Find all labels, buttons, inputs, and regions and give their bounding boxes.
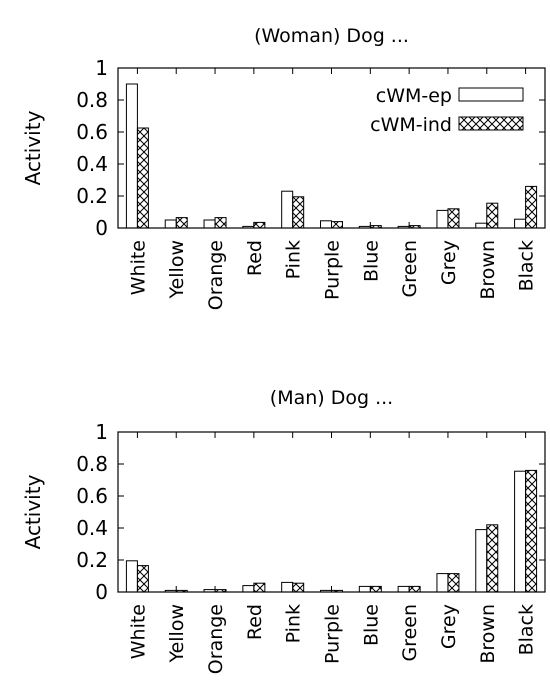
chart-panel-2: (Man) Dog ... Activity 0 0.2 0.4 0.6 0.8 1 White… <box>21 387 546 674</box>
bar-cwm-ep-pink <box>281 581 294 593</box>
bar-cwm-ind-white <box>136 127 149 229</box>
bar-cwm-ind-brown <box>486 524 499 593</box>
x-category-label: Pink <box>283 240 305 279</box>
y-tick-label: 0.6 <box>76 484 108 508</box>
bar-cwm-ind-blue <box>369 585 382 593</box>
bar-cwm-ep-black <box>514 218 527 229</box>
bar-cwm-ind-black <box>525 469 538 593</box>
y-axis-label: Activity <box>21 474 45 549</box>
legend: cWM-ep cWM-ind <box>370 85 524 136</box>
x-category-label: Green <box>399 240 421 298</box>
bar-cwm-ind-black <box>525 185 538 229</box>
chart-title: (Woman) Dog ... <box>254 25 409 47</box>
x-category-label: Purple <box>322 240 344 300</box>
bar-cwm-ind-grey <box>447 208 460 229</box>
bar-cwm-ind-yellow <box>175 217 188 229</box>
bar-cwm-ind-orange <box>214 217 227 229</box>
x-category-label: Yellow <box>166 240 188 300</box>
y-tick-label: 0 <box>95 580 108 604</box>
bar-cwm-ep-pink <box>281 190 294 229</box>
bar-cwm-ep-yellow <box>164 219 177 229</box>
chart-title: (Man) Dog ... <box>270 387 393 409</box>
y-tick-label: 0.2 <box>76 184 108 208</box>
x-category-label: Orange <box>205 240 227 310</box>
bar-cwm-ind-pink <box>292 196 305 229</box>
y-tick-label: 0.4 <box>76 516 108 540</box>
x-category-label: Orange <box>205 604 227 674</box>
x-category-label: Grey <box>438 604 460 649</box>
x-category-label: Pink <box>283 604 305 643</box>
bar-cwm-ep-orange <box>203 219 216 229</box>
y-tick-label: 1 <box>95 56 108 80</box>
y-tick-label: 0.8 <box>76 88 108 112</box>
y-tick-label: 0.4 <box>76 152 108 176</box>
x-category-label: Green <box>399 604 421 662</box>
x-category-label: Black <box>516 240 538 291</box>
legend-label: cWM-ep <box>376 85 452 107</box>
y-axis-label: Activity <box>21 110 45 185</box>
bar-cwm-ind-green <box>408 585 421 593</box>
x-category-label: Brown <box>477 604 499 664</box>
x-category-label: White <box>127 240 149 295</box>
x-category-label: Grey <box>438 240 460 285</box>
legend-swatch-2 <box>458 116 524 131</box>
bar-cwm-ep-grey <box>436 209 449 229</box>
y-tick-label: 1 <box>95 420 108 444</box>
bar-cwm-ep-black <box>514 470 527 593</box>
bar-cwm-ep-purple <box>320 220 332 229</box>
legend-swatch-1 <box>458 87 524 102</box>
legend-label: cWM-ind <box>370 114 452 136</box>
bar-cwm-ep-green <box>397 585 410 593</box>
bar-cwm-ind-red <box>253 582 266 593</box>
x-category-label: Blue <box>360 240 382 282</box>
bar-cwm-ep-brown <box>475 529 488 593</box>
bar-cwm-ep-brown <box>475 222 488 229</box>
x-category-label: Brown <box>477 240 499 300</box>
x-category-label: Blue <box>360 604 382 646</box>
bar-cwm-ind-white <box>136 565 149 593</box>
x-category-label: Black <box>516 604 538 655</box>
x-category-label: Red <box>244 604 266 640</box>
bar-cwm-ep-grey <box>436 573 449 593</box>
bar-cwm-ind-red <box>253 221 266 229</box>
bar-cwm-ind-pink <box>292 582 305 593</box>
x-category-label: Yellow <box>166 604 188 664</box>
bar-cwm-ind-purple <box>331 221 343 229</box>
x-category-label: White <box>127 604 149 659</box>
bar-cwm-ind-brown <box>486 202 499 229</box>
bar-cwm-ep-white <box>125 83 138 229</box>
bar-cwm-ep-red <box>242 585 255 593</box>
x-category-label: Purple <box>322 604 344 664</box>
y-tick-label: 0.2 <box>76 548 108 572</box>
chart-panel-1: (Woman) Dog ... Activity 0 0.2 0.4 0.6 0.8 1 Whi… <box>21 25 546 310</box>
plot-frame <box>117 67 546 229</box>
bar-cwm-ind-grey <box>447 573 460 593</box>
plot-frame <box>117 431 546 593</box>
bar-cwm-ep-white <box>125 560 138 593</box>
x-category-label: Red <box>244 240 266 276</box>
y-tick-label: 0.8 <box>76 452 108 476</box>
y-tick-label: 0.6 <box>76 120 108 144</box>
y-tick-label: 0 <box>95 216 108 240</box>
bar-cwm-ep-blue <box>358 585 371 593</box>
